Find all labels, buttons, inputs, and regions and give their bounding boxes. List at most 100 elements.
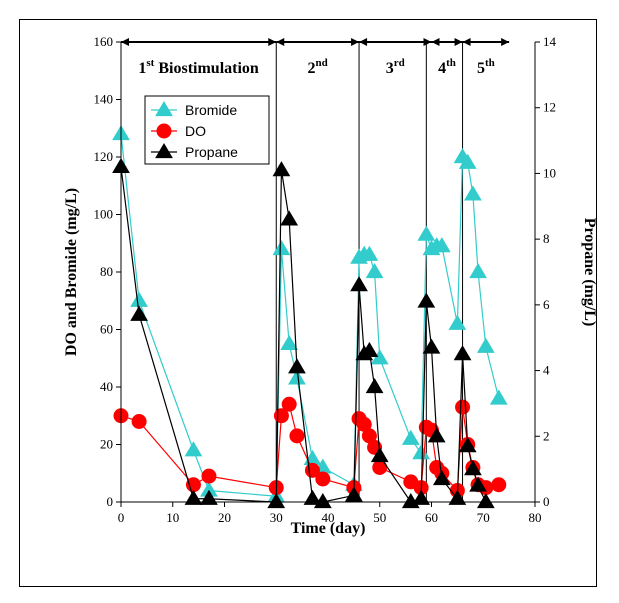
y2-tick-label: 12 [543,100,556,115]
x-tick-label: 50 [373,510,386,525]
data-point-propane [417,292,436,308]
data-point-propane [412,489,431,505]
y-tick-label: 160 [94,34,114,49]
phase-arrowhead [501,38,510,46]
phase-arrowhead [276,38,285,46]
data-point-do [491,477,507,493]
y-tick-label: 60 [100,322,113,337]
data-point-bromide [448,314,467,330]
phase-label-5: 5th [477,57,495,77]
data-point-bromide [458,153,477,169]
phase-arrowhead [121,38,129,46]
x-tick-label: 60 [425,510,438,525]
x-tick-label: 30 [270,510,283,525]
phase-arrowhead [454,38,463,46]
data-point-propane [345,486,363,502]
y2-tick-label: 14 [543,34,557,49]
data-point-do [185,477,201,493]
x-tick-label: 10 [166,510,179,525]
data-point-propane [365,378,384,394]
y2-tick-label: 0 [543,494,550,509]
data-point-propane [130,305,148,321]
data-point-propane [184,489,203,505]
data-point-bromide [365,263,384,279]
data-point-do [201,468,217,484]
y-tick-label: 140 [94,92,114,107]
data-point-bromide [412,444,431,460]
data-point-bromide [130,291,148,307]
data-point-bromide [360,245,379,261]
phase-label-3: 3rd [386,57,405,77]
x-axis-title: Time (day) [291,520,366,537]
data-point-propane [464,460,482,476]
y-tick-label: 20 [100,437,113,452]
legend-marker-do [156,123,172,139]
data-point-bromide [417,225,436,241]
phase-arrowhead [351,38,360,46]
phase-arrowhead [268,38,277,46]
legend-marker-bromide [155,101,173,117]
data-point-bromide [489,389,508,405]
data-point-propane [267,493,286,509]
data-point-bromide [469,263,487,279]
phase-label-2: 2nd [308,57,328,77]
data-point-propane [458,437,477,453]
data-point-do [455,399,471,415]
data-point-bromide [288,369,306,385]
data-point-propane [303,489,322,505]
y2-tick-label: 8 [543,231,550,246]
phase-label-1: 1st Biostimulation [138,57,259,77]
data-point-bromide [401,429,420,445]
data-point-bromide [476,337,495,353]
data-point-propane [427,427,446,443]
data-point-propane [370,447,389,463]
data-point-do [281,396,297,412]
x-tick-label: 0 [118,510,125,525]
data-point-bromide [272,240,291,256]
data-point-do [131,414,147,429]
phase-arrowhead [423,38,432,46]
phase-arrowhead [462,38,471,46]
data-point-do [289,428,305,444]
data-point-bromide [280,334,299,350]
data-point-bromide [184,441,203,457]
data-point-propane [200,489,218,505]
legend-label-propane: Propane [185,144,238,160]
data-point-propane [476,493,495,509]
x-tick-label: 40 [322,510,335,525]
phase-arrowhead [431,38,440,46]
legend: Bromide DO Propane [144,95,270,165]
data-point-propane [422,338,441,354]
y-tick-label: 0 [107,494,114,509]
legend-label-do: DO [185,123,206,139]
data-point-propane [432,470,451,486]
y-tick-label: 80 [100,264,113,279]
y2-tick-label: 2 [543,428,550,443]
phase-arrowhead [359,38,368,46]
data-point-bromide [464,185,482,201]
data-point-propane [350,276,368,292]
data-point-propane [453,345,472,361]
x-tick-label: 20 [218,510,231,525]
data-point-propane [280,210,299,226]
y-tick-label: 40 [100,379,113,394]
y2-tick-label: 4 [543,363,550,378]
x-tick-label: 70 [477,510,490,525]
series-line-propane [120,166,487,503]
data-point-propane [272,161,291,177]
data-point-propane [469,476,487,492]
chart-frame [19,19,597,587]
y2-axis-title: Propane (mg/L) [581,218,598,327]
phase-label-4: 4th [438,57,456,77]
data-point-propane [288,358,306,374]
series-bromide [112,125,508,503]
y-axis-title: DO and Bromide (mg/L) [63,188,80,356]
y-tick-label: 120 [94,149,114,164]
series-group [112,125,508,509]
data-point-do [315,471,331,487]
legend-label-bromide: Bromide [185,102,237,118]
series-do [113,396,507,498]
phase-annotations: 1st Biostimulation 2nd 3rd 4th 5th [121,38,510,502]
